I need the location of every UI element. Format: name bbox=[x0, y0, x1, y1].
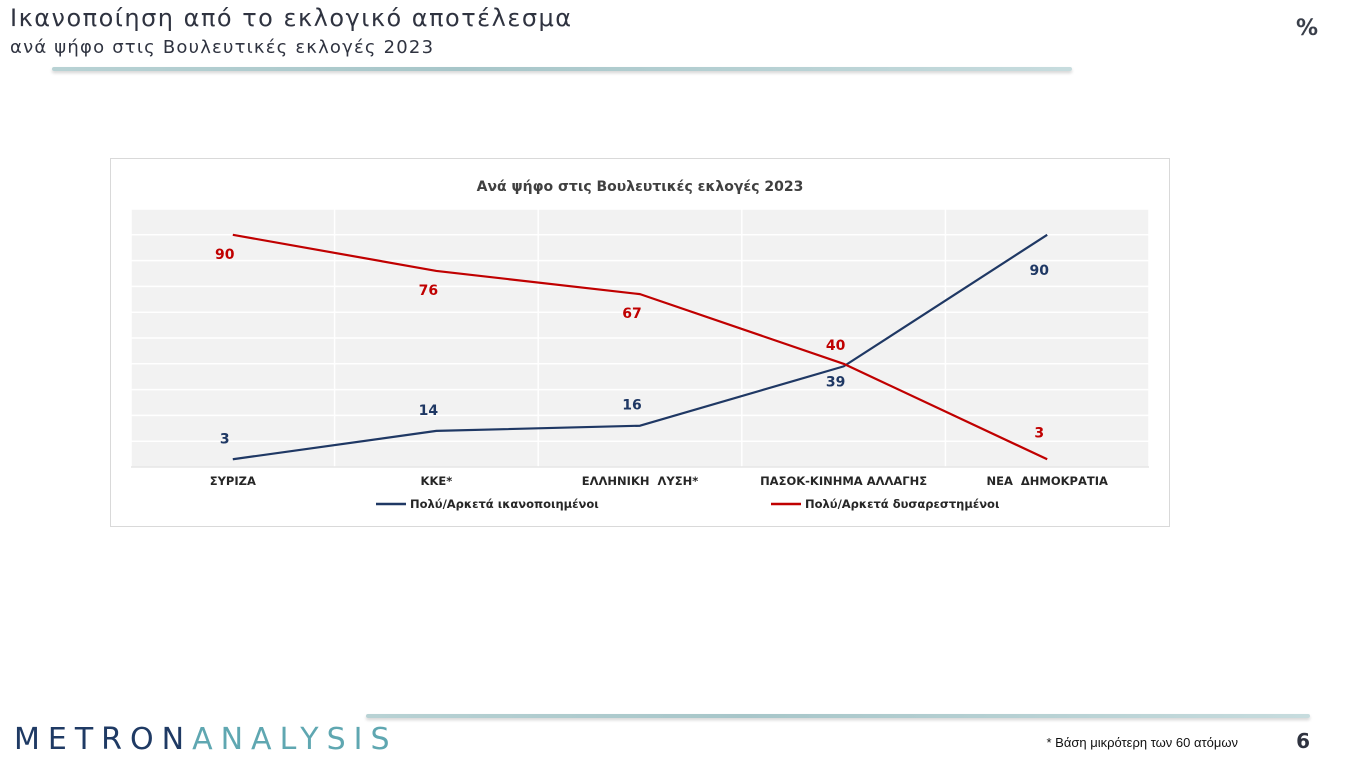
data-label: 90 bbox=[215, 247, 235, 263]
footnote: * Βάση μικρότερη των 60 ατόμων bbox=[1046, 735, 1238, 750]
x-tick-label: ΕΛΛΗΝΙΚΗ ΛΥΣΗ* bbox=[582, 474, 698, 488]
legend-entry: Πολύ/Αρκετά ικανοποιημένοι bbox=[410, 497, 599, 511]
data-label: 67 bbox=[622, 306, 641, 322]
logo-part-1: METRON bbox=[14, 722, 193, 757]
chart-title: Ανά ψήφο στις Βουλευτικές εκλογές 2023 bbox=[477, 179, 804, 195]
data-label: 14 bbox=[419, 403, 439, 419]
chart-container: Ανά ψήφο στις Βουλευτικές εκλογές 2023 ΣΥ… bbox=[110, 158, 1170, 527]
logo-part-2: ANALYSIS bbox=[192, 722, 398, 757]
x-tick-label: ΠΑΣΟΚ-ΚΙΝΗΜΑ ΑΛΛΑΓΗΣ bbox=[760, 474, 927, 488]
metron-analysis-logo: METRONANALYSIS bbox=[14, 722, 398, 757]
page-number: 6 bbox=[1296, 729, 1310, 753]
x-tick-label: ΣΥΡΙΖΑ bbox=[210, 474, 256, 488]
x-tick-label: ΝΕΑ ΔΗΜΟΚΡΑΤΙΑ bbox=[986, 474, 1107, 488]
line-chart: Ανά ψήφο στις Βουλευτικές εκλογές 2023 ΣΥ… bbox=[130, 179, 1150, 511]
page-title: Ικανοποίηση από το εκλογικό αποτέλεσμα bbox=[10, 4, 573, 32]
data-label: 39 bbox=[826, 374, 845, 390]
x-tick-label: ΚΚΕ* bbox=[421, 474, 453, 488]
unit-label: % bbox=[1295, 16, 1318, 41]
data-label: 76 bbox=[419, 283, 438, 299]
series-line-2 bbox=[232, 233, 1048, 461]
page-subtitle: ανά ψήφο στις Βουλευτικές εκλογές 2023 bbox=[10, 37, 435, 58]
data-label: 40 bbox=[826, 338, 846, 354]
legend-entry: Πολύ/Αρκετά δυσαρεστημένοι bbox=[805, 497, 999, 511]
data-label: 3 bbox=[1034, 425, 1044, 441]
header-divider bbox=[52, 67, 1072, 71]
series-line-1 bbox=[232, 233, 1048, 461]
footer-divider bbox=[366, 714, 1310, 718]
data-label: 3 bbox=[220, 431, 230, 447]
data-label: 90 bbox=[1029, 263, 1049, 279]
data-label: 16 bbox=[622, 398, 641, 414]
